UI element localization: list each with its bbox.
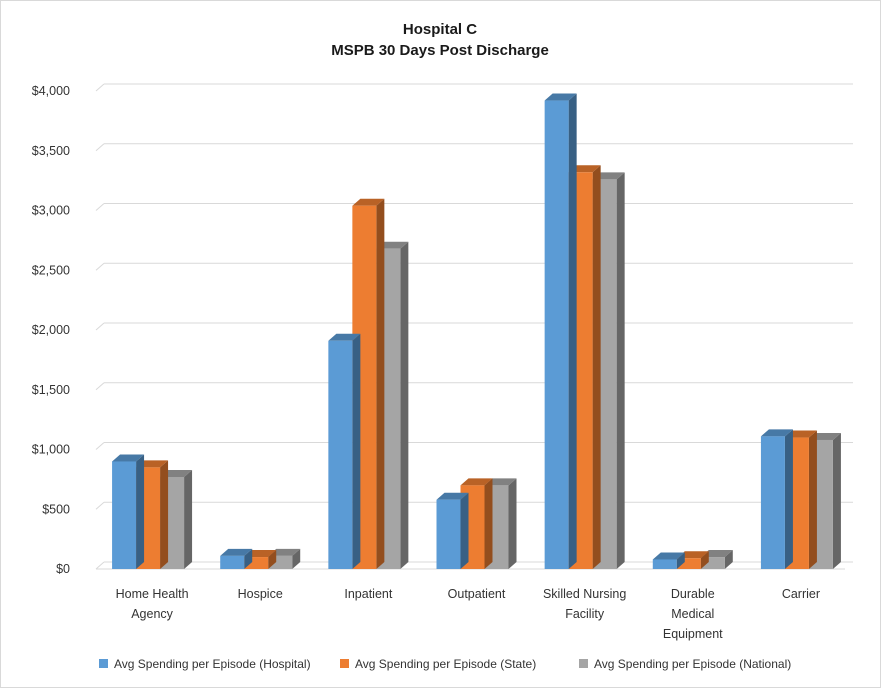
gridline-depth <box>95 382 105 391</box>
legend-label: Avg Spending per Episode (Hospital) <box>114 657 311 671</box>
x-category-label: Equipment <box>663 627 723 641</box>
bar-side <box>460 492 469 569</box>
legend: Avg Spending per Episode (Hospital) Avg S… <box>99 657 791 671</box>
bar-front <box>700 557 725 569</box>
legend-swatch <box>99 659 108 668</box>
x-category-label: Carrier <box>782 587 820 601</box>
bar-top <box>760 429 793 437</box>
bar-front <box>112 461 137 569</box>
bar-side <box>616 172 625 569</box>
bar-front <box>220 555 245 569</box>
x-category-label: Durable <box>671 587 715 601</box>
bar-side <box>568 93 577 569</box>
bar-front <box>760 436 785 569</box>
legend-label: Avg Spending per Episode (State) <box>355 657 536 671</box>
y-tick-label: $1,500 <box>32 383 70 397</box>
bar-side <box>292 548 301 569</box>
gridline-depth <box>95 561 105 570</box>
bar-top <box>544 93 577 101</box>
gridline-depth <box>95 83 105 92</box>
bars <box>112 93 841 570</box>
bar <box>652 552 685 569</box>
bar-side <box>832 432 841 569</box>
bar <box>220 548 253 569</box>
bar <box>760 429 793 569</box>
x-category-label: Inpatient <box>344 587 392 601</box>
bar-top <box>112 454 145 462</box>
bar <box>592 172 625 569</box>
chart-title-line-2: MSPB 30 Days Post Discharge <box>331 42 549 59</box>
bar-front <box>544 100 569 569</box>
bar-side <box>508 478 517 569</box>
gridline-depth <box>95 322 105 331</box>
legend-item: Avg Spending per Episode (National) <box>579 657 791 671</box>
legend-swatch <box>340 659 349 668</box>
bar-side <box>808 430 817 569</box>
y-tick-label: $2,000 <box>32 323 70 337</box>
bar <box>112 454 145 569</box>
y-tick-label: $3,500 <box>32 144 70 158</box>
y-tick-label: $2,500 <box>32 263 70 277</box>
gridline-depth <box>95 501 105 510</box>
bar-side <box>784 429 793 569</box>
bar-side <box>700 551 709 569</box>
y-tick-label: $4,000 <box>32 84 70 98</box>
x-category-label: Facility <box>565 607 605 621</box>
chart-title-line-1: Hospital C <box>403 21 477 38</box>
y-tick-label: $1,000 <box>32 443 70 457</box>
bar-front <box>652 559 677 569</box>
gridline-depth <box>95 442 105 450</box>
bar-top <box>460 478 493 486</box>
x-category-label: Skilled Nursing <box>543 587 626 601</box>
bar-side <box>676 552 685 569</box>
gridline-depth <box>95 262 105 271</box>
bar <box>436 492 469 569</box>
y-tick-label: $500 <box>42 502 70 516</box>
bar <box>544 93 577 569</box>
x-category-label: Medical <box>671 607 714 621</box>
chart-title: Hospital C MSPB 30 Days Post Discharge <box>331 21 549 59</box>
bar-side <box>268 550 277 569</box>
y-tick-label: $0 <box>56 562 70 576</box>
bar-top <box>352 198 385 206</box>
bar <box>328 333 361 569</box>
y-tick-label: $3,000 <box>32 204 70 218</box>
legend-label: Avg Spending per Episode (National) <box>594 657 791 671</box>
gridline-depth <box>95 143 105 152</box>
bar-side <box>724 550 733 569</box>
bar-side <box>400 241 409 570</box>
bar-front <box>328 340 353 569</box>
bar-front <box>436 499 461 569</box>
gridline-depth <box>95 203 105 211</box>
legend-item: Avg Spending per Episode (Hospital) <box>99 657 311 671</box>
x-category-label: Home Health <box>116 587 189 601</box>
legend-swatch <box>579 659 588 668</box>
x-category-label: Hospice <box>238 587 283 601</box>
x-category-label: Agency <box>131 607 173 621</box>
bar-side <box>376 198 385 569</box>
bar-side <box>484 478 493 569</box>
bar-top <box>220 548 253 556</box>
bar-side <box>184 469 193 569</box>
bar-top <box>652 552 685 560</box>
bar-top <box>436 492 469 500</box>
bar-side <box>592 165 601 569</box>
bar-side <box>160 460 169 569</box>
bar-side <box>136 454 145 569</box>
bar-side <box>352 333 361 569</box>
bar-front <box>244 557 269 569</box>
bar-side <box>244 548 253 569</box>
legend-item: Avg Spending per Episode (State) <box>340 657 536 671</box>
x-axis-category-labels: Home Health Agency Hospice Inpatient Outpati… <box>116 587 820 641</box>
x-category-label: Outpatient <box>448 587 506 601</box>
bar-top <box>328 333 361 341</box>
y-axis-tick-labels: $0 $500 $1,000 $1,500 $2,000 $2,500 $3,000 $3,5… <box>32 84 70 576</box>
bar-front <box>676 558 701 569</box>
